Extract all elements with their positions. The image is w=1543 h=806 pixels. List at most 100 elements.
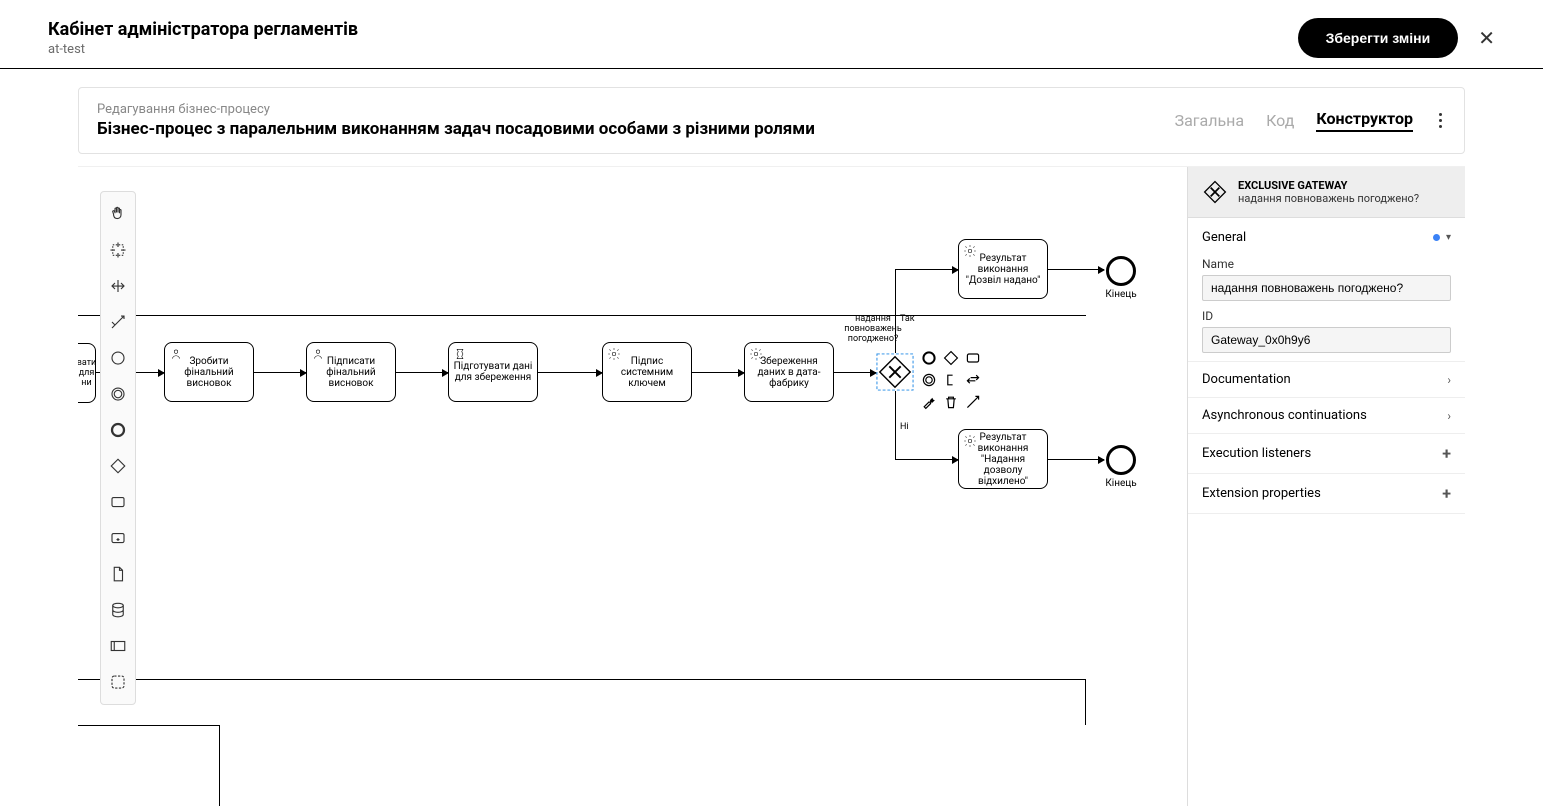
prop-id-label: ID (1202, 309, 1451, 323)
lane-border (78, 679, 1086, 680)
data-object-icon[interactable] (102, 558, 134, 590)
close-icon[interactable]: ✕ (1478, 26, 1495, 50)
annotation-icon[interactable] (942, 371, 960, 389)
lane-border (78, 315, 1086, 316)
prop-section-toggle[interactable]: General ▾ (1202, 226, 1451, 249)
flow-label-yes: Так (900, 315, 915, 325)
wrench-icon[interactable] (920, 393, 938, 411)
end-event[interactable] (1106, 256, 1136, 286)
data-store-icon[interactable] (102, 594, 134, 626)
flow-arrow (895, 269, 958, 270)
gateway-node[interactable] (876, 353, 914, 391)
truncated-task: вати для ни (78, 343, 96, 403)
task-node[interactable]: Зробити фінальний висновок (164, 342, 254, 402)
prop-type-label: EXCLUSIVE GATEWAY (1238, 179, 1419, 192)
task-node[interactable]: Підготувати дані для збереження (448, 342, 538, 402)
service-task-icon (963, 434, 977, 448)
connect-tool-icon[interactable] (102, 306, 134, 338)
hand-tool-icon[interactable] (102, 198, 134, 230)
tab-constructor[interactable]: Конструктор (1316, 109, 1413, 132)
prop-row-label: Execution listeners (1202, 446, 1311, 461)
lane-border (219, 725, 220, 806)
subheader-tabs: Загальна Код Конструктор (1175, 109, 1446, 132)
tab-general[interactable]: Загальна (1175, 111, 1245, 130)
properties-panel: EXCLUSIVE GATEWAY надання повноважень по… (1187, 167, 1465, 806)
subheader: Редагування бізнес-процесу Бізнес-процес… (78, 87, 1465, 154)
tab-code[interactable]: Код (1266, 111, 1294, 130)
service-task-icon (963, 244, 977, 258)
flow-arrow (834, 372, 876, 373)
subheader-left: Редагування бізнес-процесу Бізнес-процес… (97, 102, 815, 139)
task-node[interactable]: Підписати фінальний висновок (306, 342, 396, 402)
prop-name-label: Name (1202, 257, 1451, 271)
prop-name-input[interactable] (1202, 275, 1451, 301)
user-task-icon (311, 347, 325, 361)
app-subtitle: at-test (48, 42, 358, 57)
script-task-icon (453, 347, 467, 361)
flow-arrow (396, 372, 448, 373)
end-event[interactable] (1106, 445, 1136, 475)
append-task-icon[interactable] (964, 349, 982, 367)
gateway-type-icon (1202, 179, 1228, 205)
end-event-label: Кінець (1096, 478, 1146, 489)
participant-icon[interactable] (102, 630, 134, 662)
context-pad (920, 349, 990, 411)
task-node[interactable]: Підпис системним ключем (602, 342, 692, 402)
space-tool-icon[interactable] (102, 270, 134, 302)
task-node[interactable]: Результат виконання "Надання дозволу від… (958, 429, 1048, 489)
append-intermediate-icon[interactable] (920, 371, 938, 389)
save-button[interactable]: Зберегти зміни (1298, 18, 1459, 58)
flow-arrow (254, 372, 306, 373)
header-right: Зберегти зміни ✕ (1298, 18, 1495, 58)
prop-row-ext-props[interactable]: Extension properties + (1188, 474, 1465, 514)
prop-row-exec-listeners[interactable]: Execution listeners + (1188, 434, 1465, 474)
end-event-icon[interactable] (102, 414, 134, 446)
prop-row-label: Extension properties (1202, 486, 1321, 501)
flow-arrow (1048, 459, 1104, 460)
chevron-right-icon: › (1447, 373, 1451, 387)
flow-arrow (538, 372, 602, 373)
subprocess-icon[interactable] (102, 522, 134, 554)
lasso-tool-icon[interactable] (102, 234, 134, 266)
flow-arrow (1048, 269, 1104, 270)
task-icon[interactable] (102, 486, 134, 518)
append-gateway-icon[interactable] (942, 349, 960, 367)
service-task-icon (607, 347, 621, 361)
task-node[interactable]: Збереження даних в дата-фабрику (744, 342, 834, 402)
prop-row-documentation[interactable]: Documentation › (1188, 362, 1465, 398)
delete-icon[interactable] (942, 393, 960, 411)
process-name: Бізнес-процес з паралельним виконанням з… (97, 119, 815, 139)
bpmn-toolbar (100, 191, 136, 705)
app-title: Кабінет адміністратора регламентів (48, 19, 358, 40)
properties-header: EXCLUSIVE GATEWAY надання повноважень по… (1188, 167, 1465, 218)
gateway-icon[interactable] (102, 450, 134, 482)
lane-border (1085, 679, 1086, 725)
group-icon[interactable] (102, 666, 134, 698)
chevron-right-icon: › (1447, 409, 1451, 423)
change-type-icon[interactable] (964, 371, 982, 389)
plus-icon: + (1442, 484, 1451, 503)
modified-dot-icon (1433, 234, 1440, 241)
service-task-icon (749, 347, 763, 361)
prop-section-general: General ▾ Name ID (1188, 218, 1465, 362)
task-node[interactable]: Результат виконання "Дозвіл надано" (958, 239, 1048, 299)
start-event-icon[interactable] (102, 342, 134, 374)
prop-row-label: Asynchronous continuations (1202, 408, 1367, 423)
edit-label: Редагування бізнес-процесу (97, 102, 815, 117)
truncated-text: вати для ни (78, 358, 96, 388)
prop-element-name: надання повноважень погоджено? (1238, 192, 1419, 205)
kebab-menu-icon[interactable] (1435, 109, 1446, 132)
chevron-down-icon: ▾ (1446, 232, 1451, 243)
prop-row-async[interactable]: Asynchronous continuations › (1188, 398, 1465, 434)
app-header: Кабінет адміністратора регламентів at-te… (0, 0, 1543, 69)
intermediate-event-icon[interactable] (102, 378, 134, 410)
plus-icon: + (1442, 444, 1451, 463)
flow-arrow (692, 372, 744, 373)
flow-line (895, 391, 896, 459)
prop-id-input[interactable] (1202, 327, 1451, 353)
header-left: Кабінет адміністратора регламентів at-te… (48, 19, 358, 57)
prop-row-label: Documentation (1202, 372, 1291, 387)
task-label: Підготувати дані для збереження (453, 361, 533, 383)
connect-icon[interactable] (964, 393, 982, 411)
append-end-event-icon[interactable] (920, 349, 938, 367)
